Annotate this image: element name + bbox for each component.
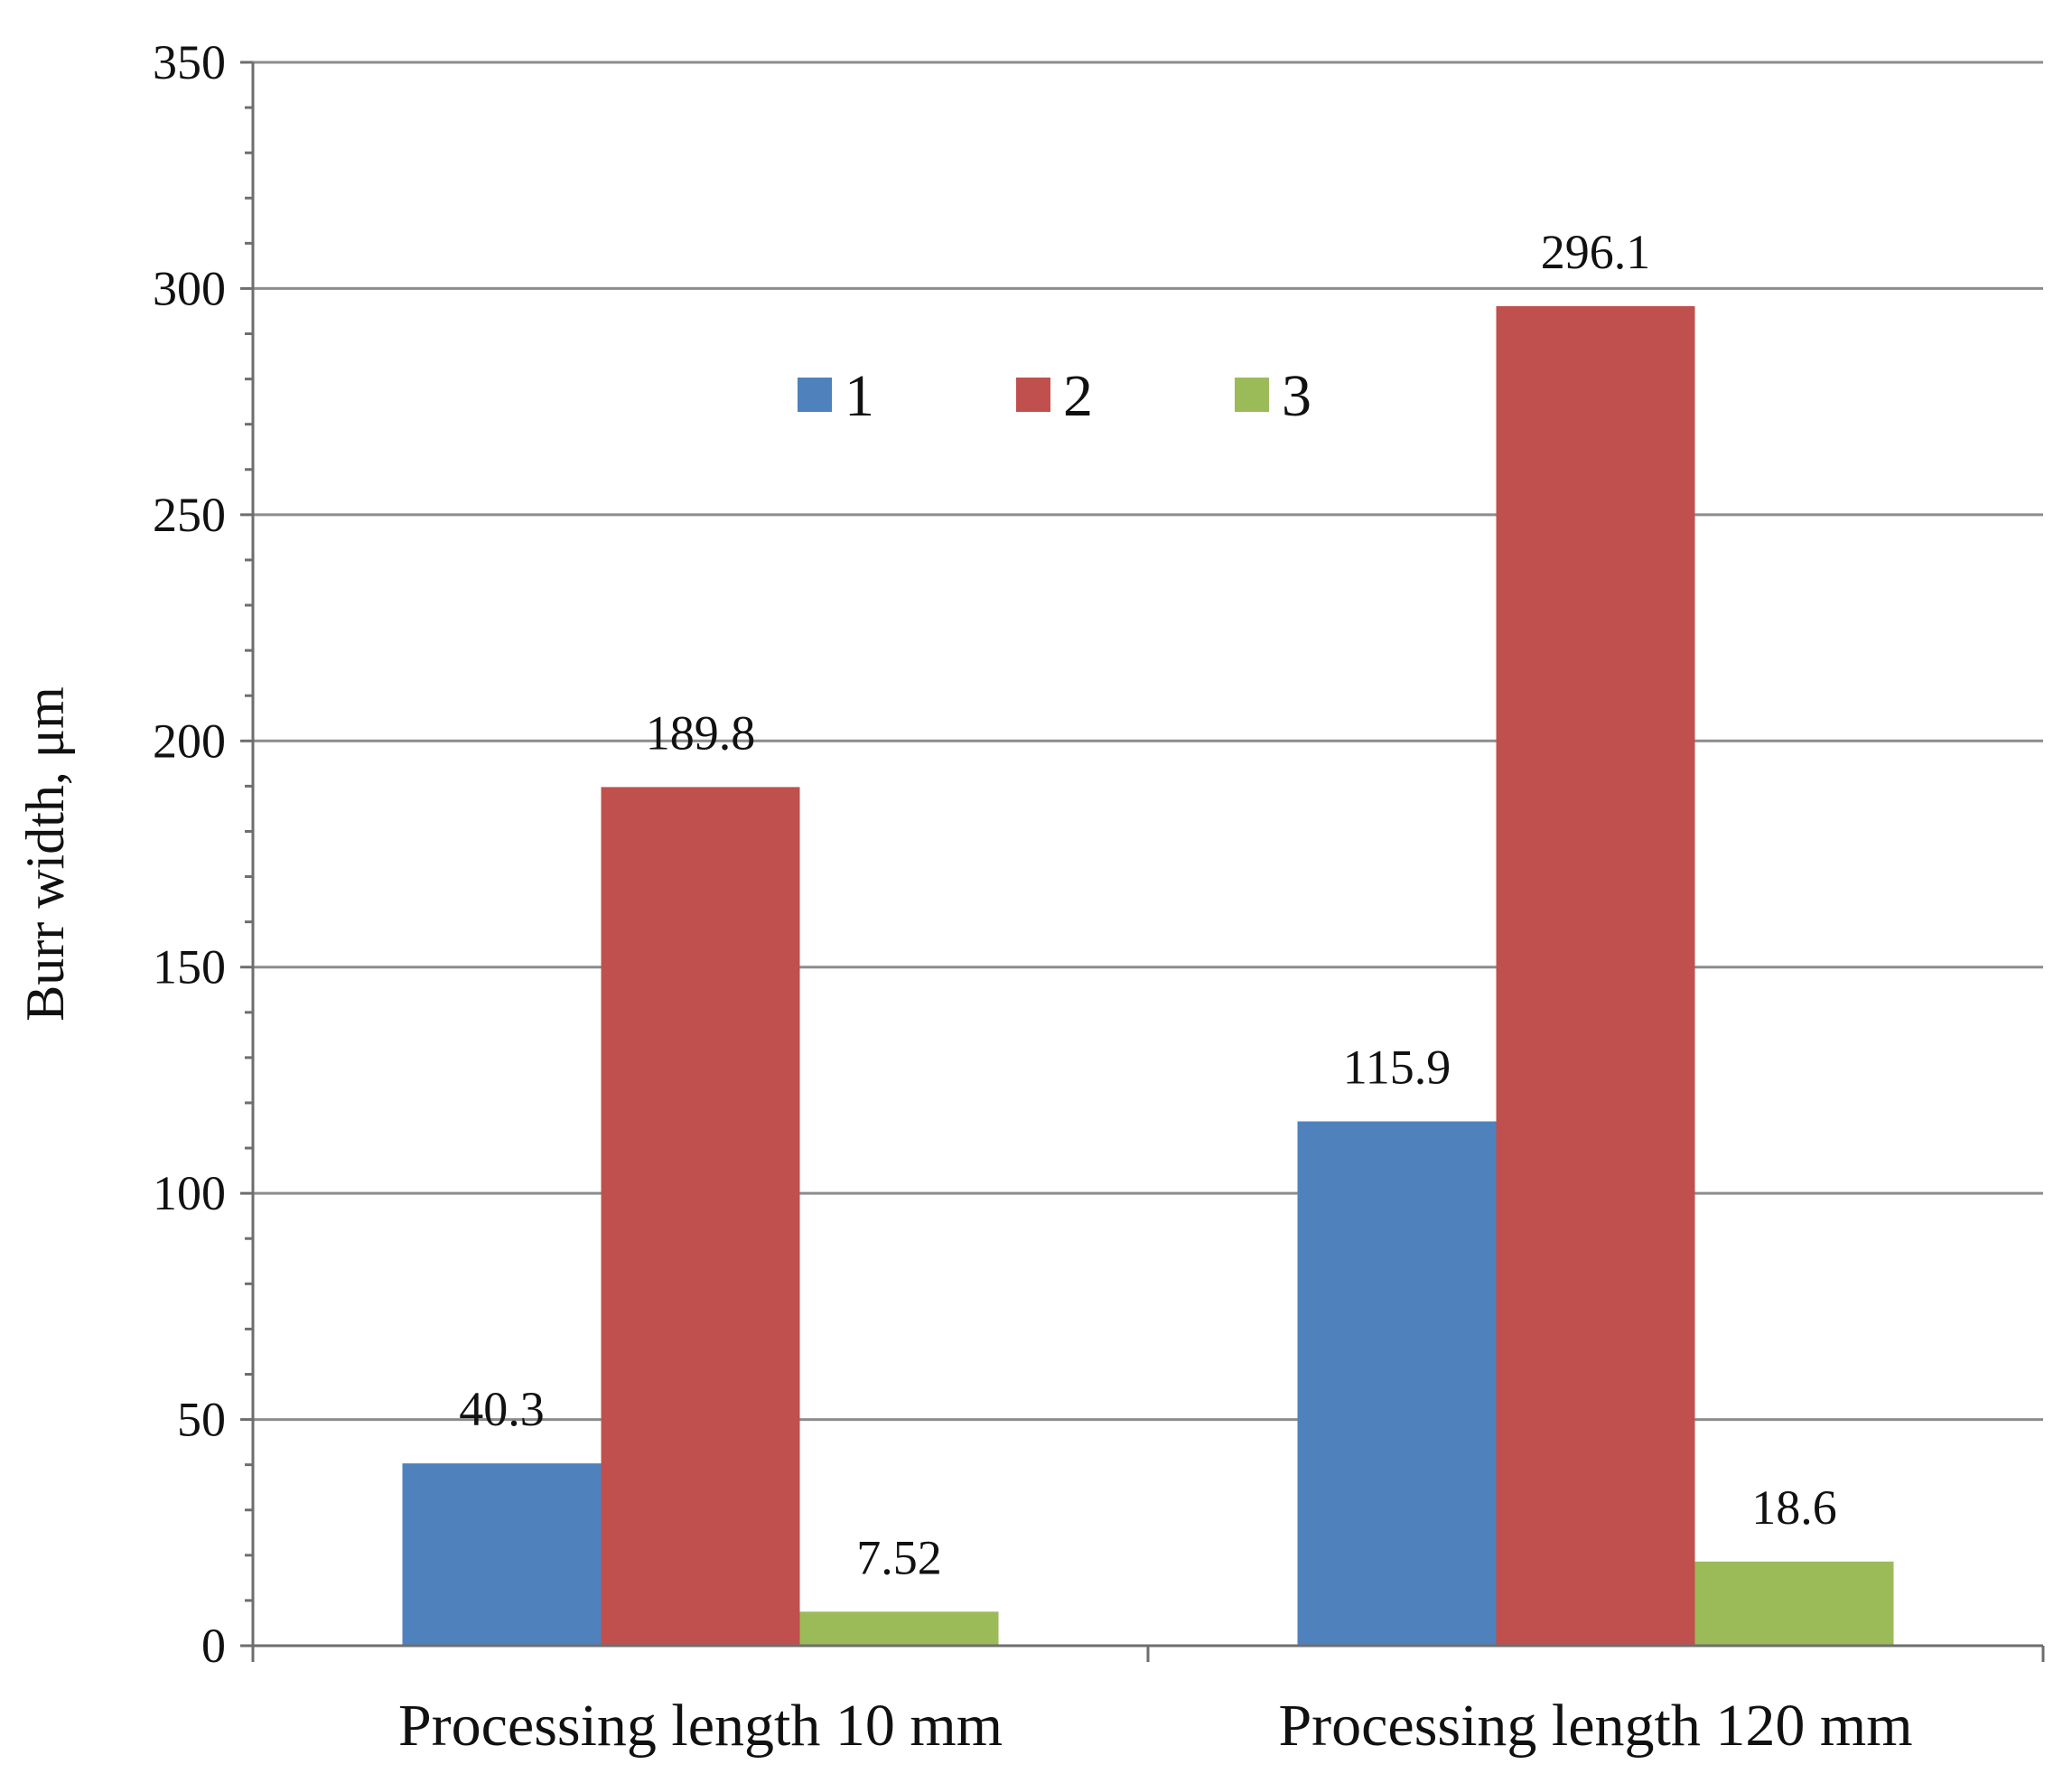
data-label: 18.6 xyxy=(1751,1480,1837,1535)
legend-label: 1 xyxy=(845,363,874,429)
data-label: 296.1 xyxy=(1541,225,1651,279)
labels: 0 50 100 150 200 250 300 350 40.3 189.8 7.52 Proces… xyxy=(153,35,1913,1759)
y-tick-label: 200 xyxy=(153,714,226,768)
bar-series-1 xyxy=(402,1463,602,1646)
y-tick-label: 150 xyxy=(153,940,226,994)
x-category-label: Processing length 10 mm xyxy=(398,1693,1003,1759)
data-label: 115.9 xyxy=(1343,1041,1451,1095)
y-tick-label: 250 xyxy=(153,488,226,542)
y-tick-label: 350 xyxy=(153,35,226,89)
y-tick-label: 50 xyxy=(177,1393,226,1447)
legend-label: 3 xyxy=(1282,363,1311,429)
y-tick-label: 0 xyxy=(201,1619,226,1673)
gridlines xyxy=(253,61,2043,1422)
axes xyxy=(240,61,2045,1662)
y-axis-label: Burr width, μm xyxy=(15,686,75,1022)
legend-label: 2 xyxy=(1063,363,1093,429)
bar-series-2 xyxy=(1496,305,1695,1646)
bar-series-1 xyxy=(1297,1121,1497,1646)
bar-series-2 xyxy=(601,787,800,1646)
legend-swatch-3 xyxy=(1235,378,1269,412)
legend-swatch-1 xyxy=(798,378,832,412)
bar-series-3 xyxy=(1694,1561,1894,1646)
legend-swatch-2 xyxy=(1016,378,1050,412)
data-label: 189.8 xyxy=(646,705,756,760)
x-category-label: Processing length 120 mm xyxy=(1278,1693,1912,1759)
legend: 1 2 3 xyxy=(798,363,1311,429)
y-tick-label: 100 xyxy=(153,1166,226,1220)
y-tick-label: 300 xyxy=(153,261,226,315)
data-label: 40.3 xyxy=(459,1382,545,1436)
bar-series-3 xyxy=(799,1611,999,1646)
data-label: 7.52 xyxy=(856,1530,942,1584)
bars xyxy=(402,305,1894,1646)
